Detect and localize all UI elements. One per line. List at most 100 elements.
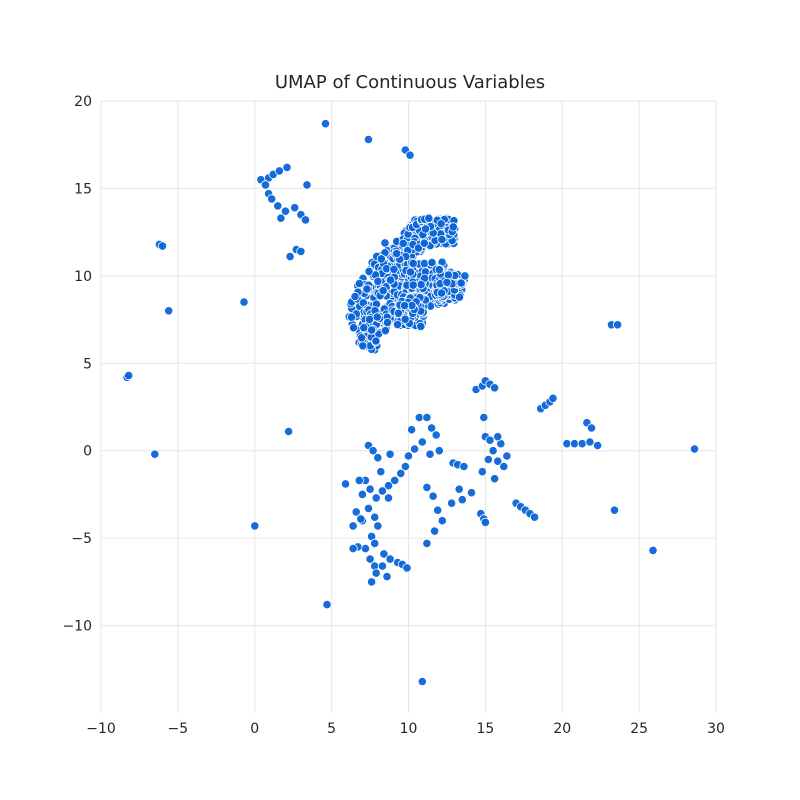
data-point: [356, 514, 366, 524]
data-point: [376, 467, 386, 477]
data-point: [157, 241, 168, 251]
data-point: [436, 288, 447, 298]
x-tick-label: 20: [553, 721, 571, 737]
data-point: [359, 323, 369, 333]
data-point: [436, 219, 446, 229]
data-point: [454, 292, 465, 302]
data-point: [612, 320, 623, 330]
data-point: [424, 213, 434, 223]
x-axis-ticks: −10 −5 0 5 10 15 20 25 30: [86, 721, 725, 737]
data-point: [454, 484, 464, 494]
data-point: [460, 271, 470, 281]
data-point: [502, 451, 512, 461]
y-tick-label: 10: [74, 269, 92, 285]
data-point: [283, 426, 294, 437]
data-point: [379, 549, 389, 559]
data-point: [459, 461, 469, 472]
data-point: [419, 258, 429, 268]
data-point: [348, 323, 359, 333]
data-point: [427, 257, 437, 268]
data-point: [529, 512, 540, 522]
data-point: [428, 491, 438, 501]
data-point: [413, 243, 423, 253]
data-point: [416, 321, 426, 331]
data-point: [364, 266, 374, 276]
data-point: [569, 439, 580, 449]
data-point: [420, 224, 431, 234]
data-point: [150, 449, 160, 459]
x-tick-label: 0: [250, 721, 259, 737]
data-point: [385, 449, 395, 459]
data-point: [360, 543, 370, 554]
data-point: [366, 325, 377, 335]
data-point: [466, 488, 477, 498]
data-point: [433, 505, 443, 515]
data-point: [385, 554, 395, 564]
data-point: [370, 538, 380, 549]
data-point: [382, 317, 393, 328]
data-point: [408, 258, 418, 268]
data-point: [348, 521, 358, 531]
data-point: [276, 213, 286, 223]
data-point: [380, 238, 390, 248]
data-point: [592, 440, 603, 451]
data-point: [586, 423, 597, 433]
data-point: [346, 312, 357, 322]
data-point: [396, 468, 406, 478]
data-point: [378, 285, 388, 296]
data-point: [485, 435, 495, 445]
data-point: [274, 166, 284, 176]
y-tick-label: 15: [74, 181, 92, 197]
data-point: [477, 467, 487, 477]
data-point: [300, 215, 311, 225]
y-axis-ticks: −10 −5 0 5 10 15 20: [62, 94, 92, 635]
x-tick-label: −10: [86, 721, 116, 737]
data-point: [385, 275, 396, 285]
y-tick-label: −5: [71, 531, 92, 547]
data-point: [382, 571, 392, 582]
y-tick-label: −10: [62, 619, 92, 635]
data-point: [358, 341, 368, 351]
data-point: [350, 291, 360, 302]
data-point: [383, 493, 394, 503]
data-point: [489, 383, 500, 393]
data-point: [370, 512, 380, 522]
data-point: [371, 493, 381, 503]
x-tick-label: 5: [327, 721, 336, 737]
data-point: [348, 543, 358, 554]
data-point: [368, 446, 378, 456]
data-point: [609, 505, 620, 515]
data-point: [290, 203, 300, 213]
data-point: [456, 278, 466, 288]
data-point: [377, 561, 387, 571]
data-point: [402, 563, 412, 573]
data-point: [422, 412, 432, 423]
data-point: [320, 119, 331, 129]
data-point: [376, 254, 386, 264]
data-point: [437, 235, 447, 245]
data-point: [405, 150, 415, 160]
x-tick-label: 10: [400, 721, 418, 737]
data-point: [489, 474, 500, 484]
data-point: [493, 456, 503, 466]
data-point: [371, 568, 381, 578]
data-point: [373, 521, 383, 531]
data-point: [371, 336, 381, 346]
data-point: [250, 521, 260, 531]
data-point: [356, 333, 367, 343]
data-point: [400, 314, 410, 324]
chart-title: UMAP of Continuous Variables: [275, 72, 545, 93]
x-tick-label: 30: [707, 721, 725, 737]
data-point: [408, 280, 418, 290]
data-point: [351, 507, 361, 517]
data-point: [392, 319, 403, 330]
data-point: [398, 238, 408, 248]
data-point: [548, 393, 558, 403]
data-point: [399, 300, 410, 311]
data-point: [488, 446, 498, 456]
data-point: [362, 284, 372, 294]
data-point: [365, 484, 375, 494]
grid-lines: [100, 100, 717, 713]
data-point: [285, 252, 295, 262]
data-point: [366, 577, 377, 587]
